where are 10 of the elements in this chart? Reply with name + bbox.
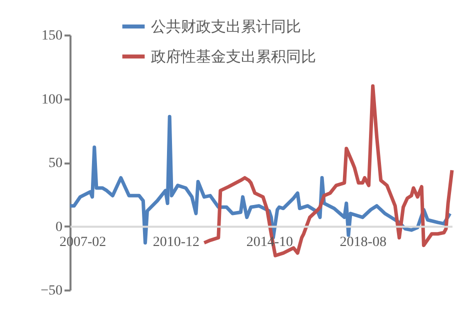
y-tick-label: 100 [42, 92, 62, 108]
y-tick-label: −50 [40, 284, 62, 298]
y-tick-label: 50 [48, 156, 62, 171]
legend-label: 公共财政支出累计同比 [151, 18, 301, 36]
y-tick-label: 0 [56, 220, 62, 235]
y-tick-label: 150 [42, 28, 62, 44]
x-tick-label: 2018-08 [340, 234, 386, 250]
legend-label: 政府性基金支出累积同比 [151, 48, 316, 66]
x-tick-label: 2010-12 [152, 234, 200, 250]
line-series [202, 84, 454, 258]
